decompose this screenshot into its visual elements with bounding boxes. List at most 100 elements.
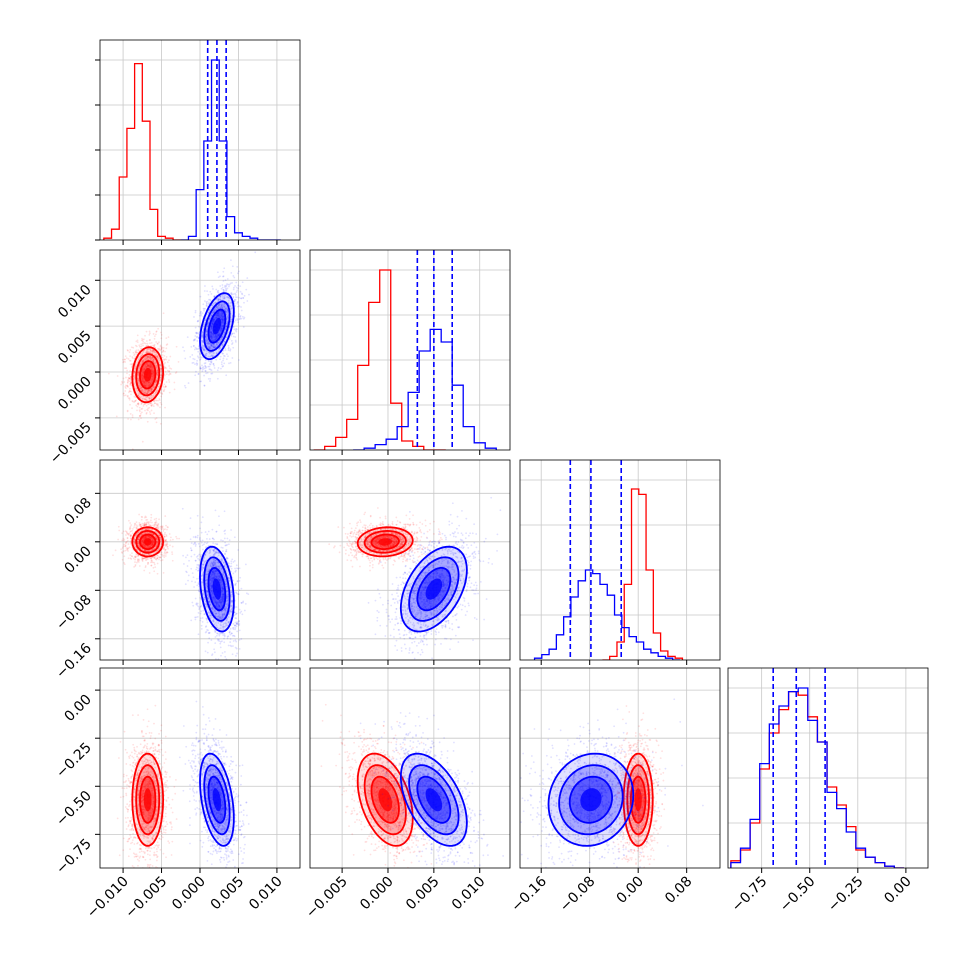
scatter-point bbox=[212, 336, 215, 339]
scatter-point bbox=[220, 328, 223, 330]
scatter-point bbox=[221, 306, 224, 309]
scatter-point bbox=[199, 527, 201, 530]
scatter-point bbox=[210, 572, 213, 575]
scatter-point bbox=[142, 379, 145, 382]
scatter-point bbox=[164, 367, 166, 369]
scatter-point bbox=[133, 377, 136, 380]
scatter-point bbox=[220, 305, 223, 308]
scatter-point bbox=[135, 527, 138, 529]
scatter-point bbox=[151, 542, 154, 544]
scatter-point bbox=[211, 304, 214, 307]
scatter-point bbox=[124, 355, 127, 357]
scatter-point bbox=[150, 564, 153, 567]
scatter-point bbox=[160, 348, 163, 350]
scatter-point bbox=[122, 392, 125, 395]
scatter-point bbox=[130, 418, 132, 421]
scatter-point bbox=[221, 343, 224, 346]
scatter-point bbox=[147, 364, 150, 367]
scatter-point bbox=[230, 318, 233, 321]
scatter-point bbox=[213, 310, 216, 312]
scatter-point bbox=[204, 370, 207, 373]
scatter-point bbox=[124, 549, 127, 552]
scatter-point bbox=[210, 575, 213, 578]
scatter-point bbox=[203, 308, 206, 310]
scatter-point bbox=[234, 285, 236, 287]
scatter-point bbox=[162, 349, 165, 352]
scatter-point bbox=[219, 299, 222, 301]
scatter-point bbox=[238, 313, 241, 316]
scatter-point bbox=[214, 301, 217, 304]
scatter-point bbox=[164, 406, 166, 409]
scatter-point bbox=[134, 366, 137, 369]
scatter-point bbox=[142, 360, 145, 363]
scatter-point bbox=[145, 340, 148, 342]
scatter-point bbox=[152, 542, 155, 545]
scatter-point bbox=[163, 552, 166, 555]
scatter-point bbox=[134, 534, 137, 537]
scatter-point bbox=[190, 619, 193, 622]
scatter-point bbox=[147, 535, 150, 537]
scatter-point bbox=[151, 543, 153, 545]
scatter-point bbox=[133, 537, 136, 540]
scatter-point bbox=[238, 296, 240, 299]
scatter-point bbox=[135, 521, 138, 524]
scatter-point bbox=[229, 304, 231, 307]
scatter-point bbox=[212, 345, 215, 347]
scatter-point bbox=[145, 392, 148, 395]
scatter-point bbox=[157, 356, 160, 359]
scatter-point bbox=[163, 546, 165, 549]
scatter-point bbox=[154, 353, 156, 356]
scatter-point bbox=[211, 355, 214, 358]
scatter-point bbox=[218, 304, 220, 307]
scatter-point bbox=[214, 334, 217, 337]
scatter-point bbox=[227, 296, 230, 299]
scatter-point bbox=[141, 543, 144, 546]
scatter-point bbox=[191, 362, 194, 364]
scatter-point bbox=[123, 563, 126, 566]
scatter-point bbox=[211, 587, 214, 590]
scatter-point bbox=[225, 320, 228, 323]
scatter-point bbox=[143, 381, 146, 384]
scatter-point bbox=[213, 335, 216, 338]
scatter-point bbox=[203, 323, 205, 326]
scatter-point bbox=[219, 316, 221, 319]
scatter-point bbox=[148, 383, 151, 386]
scatter-point bbox=[142, 539, 145, 542]
scatter-point bbox=[240, 297, 243, 300]
scatter-point bbox=[145, 535, 148, 538]
scatter-point bbox=[137, 418, 140, 421]
scatter-point bbox=[222, 275, 224, 278]
scatter-point bbox=[162, 349, 165, 352]
scatter-point bbox=[154, 364, 157, 367]
scatter-point bbox=[222, 280, 225, 282]
scatter-point bbox=[154, 362, 157, 365]
scatter-point bbox=[150, 390, 153, 393]
scatter-point bbox=[207, 311, 210, 314]
scatter-point bbox=[137, 371, 140, 374]
scatter-point bbox=[155, 417, 158, 420]
scatter-point bbox=[162, 346, 165, 349]
scatter-point bbox=[200, 521, 203, 524]
scatter-point bbox=[155, 402, 158, 405]
scatter-point bbox=[126, 537, 129, 540]
scatter-point bbox=[144, 557, 146, 560]
scatter-point bbox=[209, 346, 212, 349]
scatter-point bbox=[143, 402, 146, 405]
scatter-point bbox=[197, 569, 200, 572]
scatter-point bbox=[142, 543, 145, 545]
scatter-point bbox=[143, 368, 146, 370]
scatter-point bbox=[213, 318, 216, 320]
scatter-point bbox=[150, 368, 153, 370]
scatter-point bbox=[168, 381, 171, 383]
scatter-point bbox=[224, 294, 226, 297]
scatter-point bbox=[152, 358, 155, 361]
scatter-point bbox=[134, 400, 137, 402]
scatter-point bbox=[224, 625, 226, 628]
scatter-point bbox=[210, 354, 213, 357]
scatter-point bbox=[218, 316, 221, 319]
scatter-point bbox=[225, 289, 228, 292]
scatter-point bbox=[126, 385, 129, 388]
scatter-point bbox=[209, 331, 212, 334]
scatter-point bbox=[199, 612, 202, 615]
scatter-point bbox=[153, 386, 156, 388]
